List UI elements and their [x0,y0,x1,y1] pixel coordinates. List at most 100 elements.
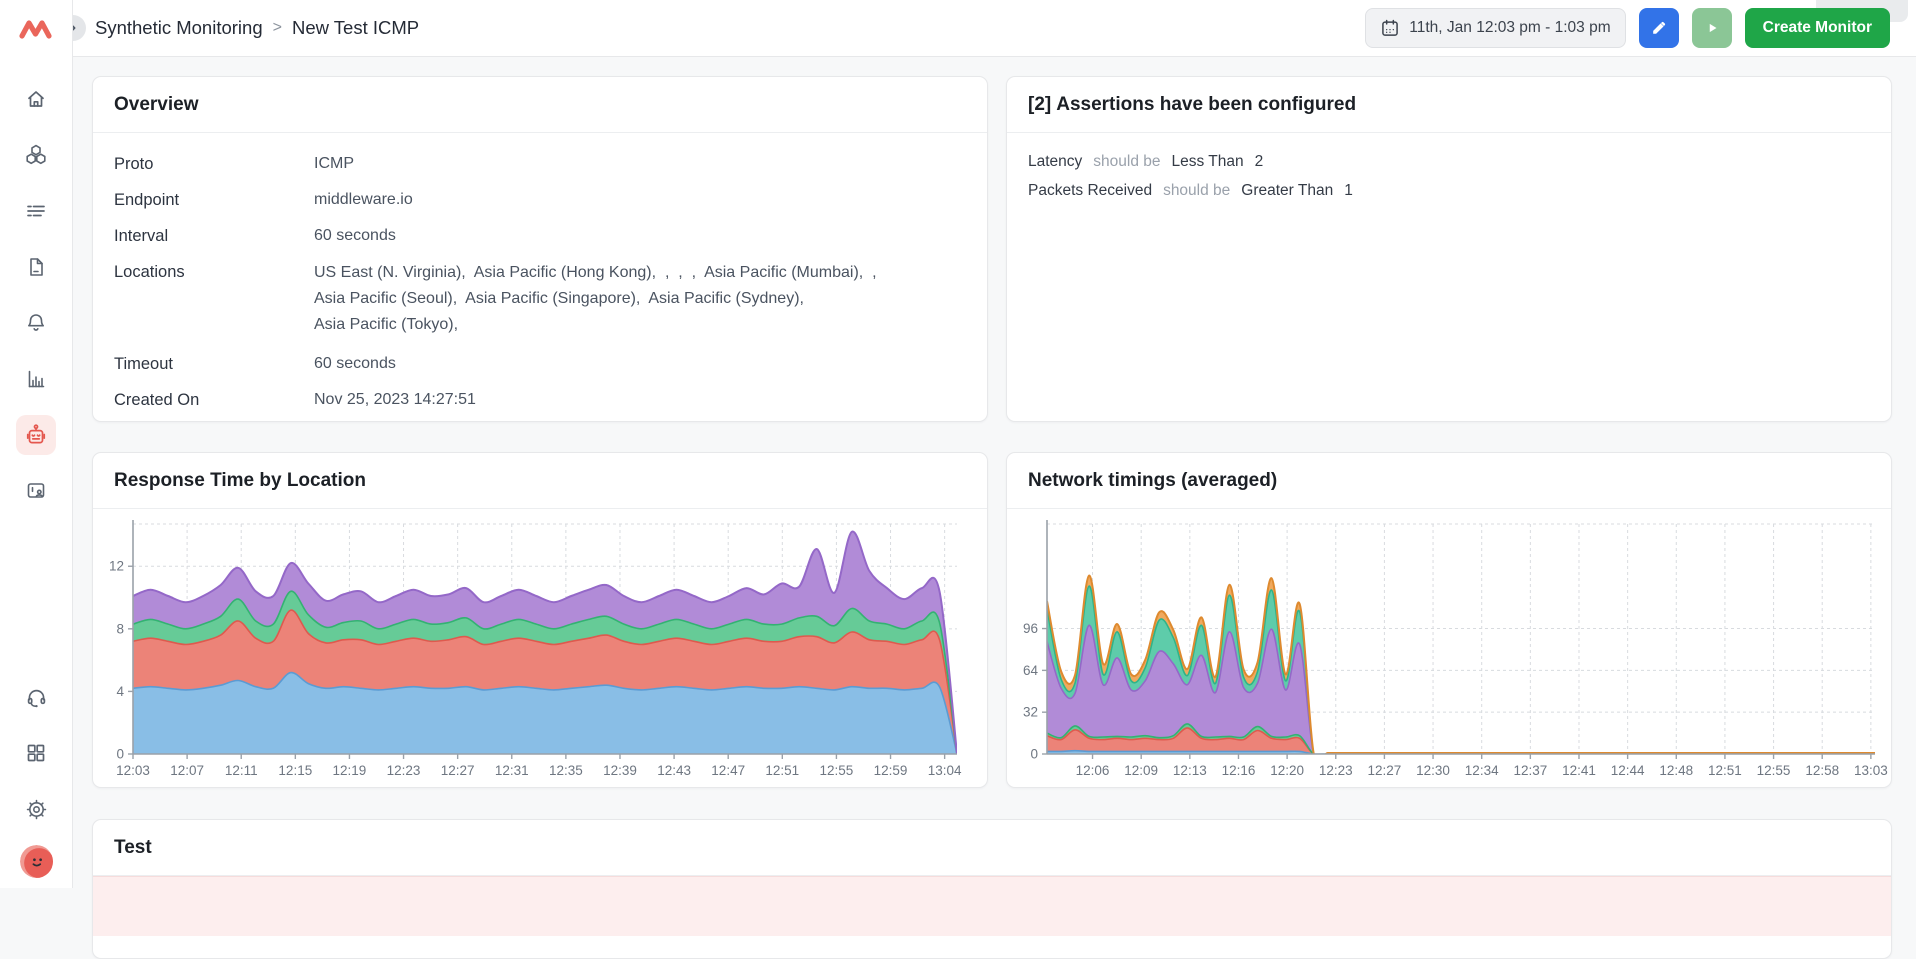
assertions-card: [2] Assertions have been configured Late… [1006,76,1892,422]
svg-text:12:55: 12:55 [820,763,854,778]
overview-label: Endpoint [114,191,180,209]
svg-text:12:44: 12:44 [1611,763,1645,778]
svg-text:64: 64 [1023,663,1039,678]
breadcrumb-section[interactable]: Synthetic Monitoring [95,17,263,38]
breadcrumb: Synthetic Monitoring > New Test ICMP [95,17,419,39]
svg-text:12:15: 12:15 [278,763,312,778]
svg-text:12:47: 12:47 [711,763,745,778]
svg-text:12:03: 12:03 [116,763,150,778]
svg-text:12:06: 12:06 [1076,763,1110,778]
svg-text:4: 4 [116,684,124,699]
avatar-face-icon [19,845,53,878]
svg-text:12:37: 12:37 [1513,763,1547,778]
overview-value-locations: US East (N. Virginia), Asia Pacific (Hon… [314,261,877,339]
network-timings-card: Network timings (averaged) 0 32 64 96 12:06 1… [1006,452,1892,788]
assertions-count: [2] [1028,93,1052,115]
svg-text:12:27: 12:27 [441,763,475,778]
assertions-title-text: Assertions have been configured [1056,93,1357,115]
breadcrumb-current: New Test ICMP [291,17,420,38]
assertion-value: 1 [1344,182,1353,199]
test-result-row[interactable] [93,876,1891,936]
test-title: Test [93,820,1891,876]
overview-row-proto: Proto ICMP [114,153,966,175]
date-range-picker[interactable]: 11th, Jan 12:03 pm - 1:03 pm [1365,8,1626,48]
home-icon [28,91,44,107]
overview-label: Proto [114,155,154,173]
svg-text:0: 0 [116,747,124,762]
svg-text:12:48: 12:48 [1659,763,1693,778]
network-timings-chart[interactable]: 0 32 64 96 12:06 12:09 12:13 12:16 12:20 12:23 12:… [1007,510,1889,788]
svg-text:12: 12 [109,559,124,574]
sidebar-item-documents[interactable] [16,247,56,287]
svg-text:8: 8 [116,621,124,636]
sidebar-item-rum[interactable] [16,471,56,511]
assertion-connector: should be [1163,182,1231,199]
assertion-operator: Greater Than [1241,182,1334,199]
top-header: Synthetic Monitoring > New Test ICMP 11t… [60,0,1916,57]
svg-text:32: 32 [1023,705,1038,720]
assertion-metric: Packets Received [1028,182,1153,199]
overview-value: 60 seconds [314,227,396,244]
date-range-label: 11th, Jan 12:03 pm - 1:03 pm [1409,19,1611,36]
assertions-title: [2] Assertions have been configured [1007,77,1891,133]
locations-line: US East (N. Virginia), Asia Pacific (Hon… [314,264,877,281]
svg-text:12:39: 12:39 [603,763,637,778]
middleware-logo[interactable] [0,0,72,57]
sidebar-item-alerts[interactable] [16,303,56,343]
synthetic-robot-icon [26,424,46,444]
sidebar-item-support[interactable] [16,677,56,717]
locations-line: Asia Pacific (Tokyo), [314,316,459,333]
breadcrumb-separator: > [272,19,282,36]
svg-text:96: 96 [1023,621,1038,636]
infrastructure-icon [26,144,46,165]
overview-row-interval: Interval 60 seconds [114,225,966,247]
svg-text:12:43: 12:43 [657,763,691,778]
response-time-chart[interactable]: 0 4 8 12 12:03 12:07 12:11 12:15 12:19 12:23 12:27… [93,510,985,788]
svg-text:12:34: 12:34 [1465,763,1499,778]
svg-text:12:41: 12:41 [1562,763,1596,778]
overview-value: 60 seconds [314,355,396,372]
run-test-button[interactable] [1691,8,1732,48]
sidebar-item-synthetic-monitoring[interactable] [16,415,56,455]
create-monitor-button[interactable]: Create Monitor [1744,8,1890,48]
svg-text:12:07: 12:07 [170,763,204,778]
edit-test-button[interactable] [1638,8,1679,48]
svg-text:12:16: 12:16 [1222,763,1256,778]
assertion-row: Packets Received should be Greater Than … [1028,182,1870,200]
gear-icon [26,799,46,819]
overview-value: middleware.io [314,191,413,208]
response-time-title: Response Time by Location [93,453,987,509]
sidebar-item-infrastructure[interactable] [16,135,56,175]
overview-value: ICMP [314,155,354,172]
locations-line: Asia Pacific (Seoul), Asia Pacific (Sing… [314,290,804,307]
sidebar-item-logs[interactable] [16,191,56,231]
sidebar-item-home[interactable] [16,79,56,119]
svg-text:12:58: 12:58 [1805,763,1839,778]
response-time-card: Response Time by Location 0 4 8 12 12:03 12:0… [92,452,988,788]
play-icon [1709,23,1717,33]
overview-card: Overview Proto ICMP Endpoint middleware.… [92,76,988,422]
overview-label: Created On [114,391,200,409]
svg-text:12:27: 12:27 [1368,763,1402,778]
headset-icon [27,689,45,707]
svg-text:12:23: 12:23 [387,763,421,778]
user-avatar[interactable] [19,845,53,878]
assertion-value: 2 [1254,153,1264,170]
sidebar [0,0,73,888]
sidebar-item-integrations[interactable] [16,733,56,773]
svg-text:13:04: 13:04 [928,763,962,778]
svg-text:12:35: 12:35 [549,763,583,778]
svg-text:12:13: 12:13 [1173,763,1207,778]
overview-label: Locations [114,263,185,281]
svg-text:12:23: 12:23 [1319,763,1353,778]
sidebar-item-settings[interactable] [16,789,56,829]
overview-row-locations: Locations US East (N. Virginia), Asia Pa… [114,261,966,339]
svg-text:12:51: 12:51 [765,763,799,778]
apps-grid-icon [27,744,45,762]
sidebar-item-dashboards[interactable] [16,359,56,399]
calendar-icon [1382,19,1399,36]
svg-text:12:09: 12:09 [1124,763,1158,778]
svg-text:12:55: 12:55 [1757,763,1791,778]
bell-icon [28,314,44,331]
document-icon [30,258,43,276]
